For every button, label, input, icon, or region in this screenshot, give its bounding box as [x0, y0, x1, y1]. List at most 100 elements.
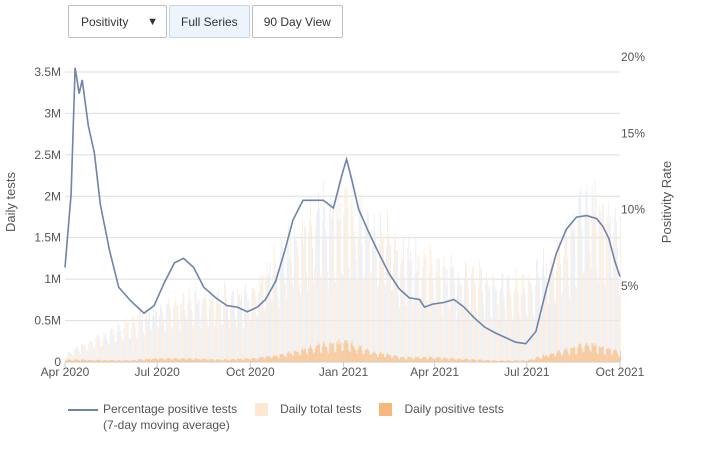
full-series-button[interactable]: Full Series	[169, 5, 250, 38]
total-test-bar	[226, 297, 227, 362]
positive-test-bar	[181, 358, 183, 362]
total-test-bar	[124, 320, 126, 362]
positive-test-bar	[462, 359, 463, 362]
total-test-bar	[304, 225, 305, 362]
positive-test-bar	[280, 353, 282, 362]
positive-test-bar	[213, 360, 215, 362]
positive-test-bar	[398, 358, 400, 362]
positive-test-bar	[162, 358, 164, 362]
positive-test-bar	[355, 350, 357, 362]
positive-test-bar	[573, 346, 575, 362]
positive-test-bar	[615, 350, 617, 362]
positive-test-bar	[577, 347, 579, 362]
total-test-bar	[225, 285, 226, 362]
positive-test-bar	[87, 360, 89, 362]
total-test-bar	[142, 331, 144, 362]
total-test-bar	[301, 217, 303, 362]
total-test-bar	[506, 279, 508, 362]
positive-test-bar	[316, 345, 317, 362]
positive-test-bar	[413, 359, 415, 362]
total-test-bar	[378, 243, 380, 362]
positive-test-bar	[332, 343, 334, 362]
total-test-bar	[215, 292, 217, 362]
total-test-bar	[260, 283, 262, 362]
total-test-bar	[548, 304, 549, 362]
positive-test-bar	[96, 359, 98, 362]
positive-test-bar	[224, 358, 225, 362]
total-tests-swatch	[255, 403, 269, 416]
total-test-bar	[336, 196, 338, 362]
positive-test-bar	[277, 357, 279, 362]
positive-test-bar	[596, 352, 598, 362]
positive-test-bar	[552, 353, 553, 362]
total-test-bar	[408, 235, 410, 362]
total-test-bar	[566, 221, 568, 362]
total-test-bar	[468, 286, 469, 362]
positive-test-bar	[520, 360, 522, 362]
positive-test-bar	[548, 357, 549, 362]
legend-item-total-tests[interactable]: Daily total tests	[255, 401, 361, 417]
total-test-bar	[113, 329, 115, 362]
legend-item-positivity[interactable]: Percentage positive tests (7-day moving …	[68, 401, 237, 433]
total-test-bar	[127, 322, 129, 362]
total-test-bar	[74, 349, 75, 362]
total-test-bar	[168, 298, 170, 362]
positive-test-bar	[554, 356, 555, 362]
total-test-bar	[85, 345, 87, 362]
metric-select[interactable]: Positivity ▼	[68, 5, 167, 38]
legend-item-positive-tests[interactable]: Daily positive tests	[379, 401, 504, 417]
positive-test-bar	[169, 358, 171, 362]
total-test-bar	[393, 262, 394, 362]
total-test-bar	[514, 286, 516, 362]
positive-test-bar	[373, 351, 375, 362]
total-test-bar	[476, 310, 477, 362]
positive-test-bar	[110, 359, 112, 362]
legend-positivity-sublabel: (7-day moving average)	[103, 418, 230, 432]
total-test-bar	[484, 319, 486, 362]
positive-test-bar	[327, 351, 329, 362]
positive-test-bar	[111, 360, 113, 362]
positive-test-bar	[539, 358, 541, 362]
positive-test-bar	[199, 359, 201, 362]
positive-test-bar	[617, 355, 619, 362]
positive-test-bar	[397, 356, 398, 362]
total-test-bar	[603, 281, 605, 362]
positive-test-bar	[255, 358, 257, 362]
positive-test-bar	[106, 360, 108, 362]
positive-test-bar	[529, 359, 531, 362]
positive-test-bar	[609, 349, 611, 362]
y2-axis-title: Positivity Rate	[659, 161, 674, 243]
total-test-bar	[344, 188, 346, 362]
positive-test-bar	[556, 353, 558, 362]
total-test-bar	[325, 228, 327, 362]
positive-test-bar	[339, 344, 341, 362]
positive-test-bar	[318, 343, 320, 362]
total-test-bar	[323, 181, 325, 362]
positive-test-bar	[301, 348, 303, 362]
total-test-bar	[527, 275, 529, 362]
total-test-bar	[383, 234, 384, 362]
total-test-bar	[369, 273, 371, 362]
total-test-bar	[132, 316, 134, 362]
total-test-bar	[188, 287, 190, 362]
total-test-bar	[284, 283, 286, 362]
positive-test-bar	[109, 360, 111, 362]
total-test-bar	[586, 183, 588, 362]
total-test-bar	[103, 332, 105, 362]
total-test-bar	[472, 267, 473, 362]
total-test-bar	[569, 298, 571, 362]
total-test-bar	[249, 314, 251, 362]
positive-test-bar	[395, 355, 396, 362]
total-test-bar	[261, 275, 263, 362]
positive-test-bar	[588, 345, 590, 362]
total-test-bar	[75, 348, 76, 362]
ninety-day-view-button[interactable]: 90 Day View	[251, 5, 343, 38]
positive-test-bar	[404, 358, 406, 362]
total-test-bar	[339, 220, 341, 362]
total-test-bar	[315, 229, 316, 362]
total-test-bar	[384, 283, 385, 362]
total-test-bar	[416, 271, 418, 362]
total-test-bar	[421, 278, 423, 362]
positive-test-bar	[334, 352, 336, 362]
positive-test-bar	[380, 353, 382, 362]
